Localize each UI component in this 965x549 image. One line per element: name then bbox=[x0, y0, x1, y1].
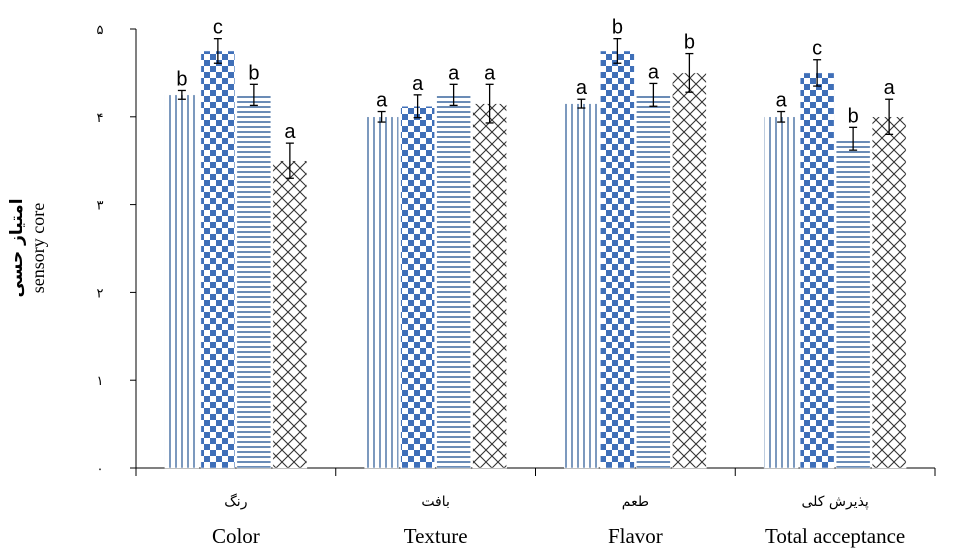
significance-label: b bbox=[176, 68, 187, 90]
y-axis-title-en: sensory core bbox=[28, 203, 48, 293]
category-label-en: Flavor bbox=[608, 524, 663, 548]
category-label-fa: پذیرش کلی bbox=[801, 494, 868, 510]
bar bbox=[871, 116, 907, 469]
significance-label: a bbox=[448, 62, 460, 84]
y-ticks: ۰ ۱ ۲ ۳ ۴ ۵ bbox=[97, 22, 136, 476]
significance-label: a bbox=[648, 61, 660, 83]
y-tick-label: ۵ bbox=[97, 22, 104, 37]
bar bbox=[636, 94, 671, 469]
y-axis-title-fa: امتیاز حسی bbox=[7, 198, 27, 297]
significance-label: b bbox=[684, 32, 695, 54]
bar bbox=[164, 94, 200, 469]
x-ticks bbox=[135, 468, 936, 476]
category-label-fa: رنگ bbox=[224, 493, 247, 510]
bar bbox=[472, 103, 507, 469]
error-bars bbox=[177, 38, 894, 179]
significance-label: a bbox=[376, 90, 388, 112]
bar bbox=[236, 94, 272, 469]
significance-label: b bbox=[848, 105, 859, 127]
bar bbox=[799, 72, 835, 469]
significance-label: a bbox=[576, 77, 588, 99]
bar bbox=[200, 50, 236, 469]
significance-label: b bbox=[248, 62, 259, 84]
significance-label: c bbox=[812, 38, 822, 60]
bars bbox=[164, 50, 907, 469]
category-label-fa: بافت bbox=[421, 494, 450, 510]
significance-label: b bbox=[612, 17, 623, 39]
bar bbox=[400, 106, 435, 469]
y-tick-label: ۲ bbox=[97, 285, 104, 300]
significance-label: a bbox=[884, 77, 896, 99]
bar bbox=[600, 50, 635, 469]
bar bbox=[364, 116, 399, 469]
category-label-fa: طعم bbox=[622, 494, 649, 510]
bar bbox=[672, 72, 707, 469]
significance-label: c bbox=[213, 17, 223, 39]
bar bbox=[763, 116, 799, 469]
bar bbox=[272, 160, 308, 469]
y-tick-label: ۰ bbox=[97, 461, 104, 476]
significance-label: a bbox=[776, 90, 788, 112]
category-label-en: Texture bbox=[404, 524, 468, 548]
bar bbox=[436, 94, 471, 469]
category-label-en: Color bbox=[212, 524, 260, 548]
significance-labels: b c b a a a a a a b a b a c b a bbox=[176, 17, 895, 143]
significance-label: a bbox=[284, 121, 296, 143]
y-tick-label: ۴ bbox=[97, 110, 104, 125]
y-tick-label: ۱ bbox=[97, 373, 104, 388]
significance-label: a bbox=[412, 73, 424, 95]
bar bbox=[835, 138, 871, 469]
category-label-en: Total acceptance bbox=[765, 524, 905, 548]
bar bbox=[564, 103, 599, 469]
y-tick-label: ۳ bbox=[97, 198, 104, 213]
category-labels: رنگ Color بافت Texture طعم Flavor پذیرش کلی Tot… bbox=[212, 493, 905, 548]
significance-label: a bbox=[484, 62, 496, 84]
